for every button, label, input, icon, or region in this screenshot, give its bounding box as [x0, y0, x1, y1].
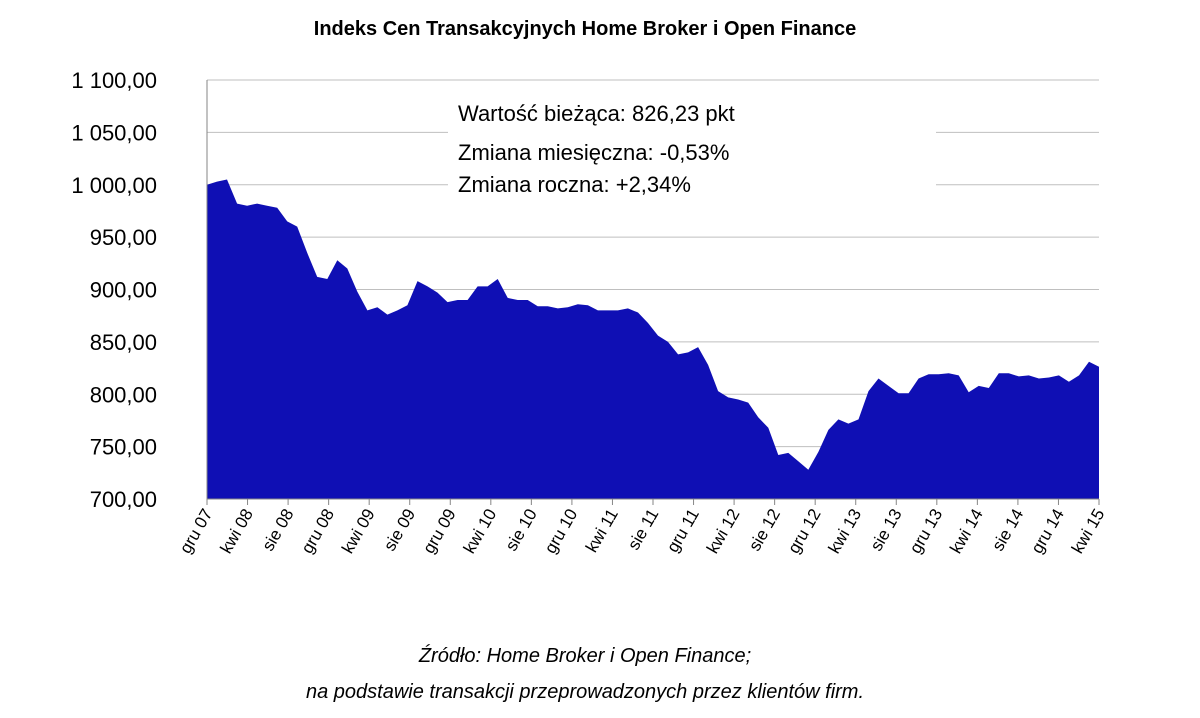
source-line-1: Źródło: Home Broker i Open Finance;: [418, 645, 752, 667]
area-chart: 700,00 750,00 800,00 850,00 900,00 950,00 1 00…: [71, 68, 1109, 557]
x-tick-label: sie 13: [867, 506, 906, 555]
source-note: Źródło: Home Broker i Open Finance; na p…: [0, 638, 1170, 710]
axes: [206, 80, 1100, 505]
x-tick-label: kwi 09: [338, 506, 379, 557]
y-tick-label: 950,00: [90, 225, 157, 250]
x-tick-label: kwi 13: [825, 506, 866, 557]
x-tick-label: gru 13: [906, 506, 947, 557]
y-tick-label: 1 000,00: [71, 173, 157, 198]
x-tick-label: sie 14: [988, 506, 1027, 555]
x-tick-label: gru 09: [419, 506, 460, 557]
x-tick-label: kwi 11: [582, 506, 622, 556]
y-tick-label: 850,00: [90, 330, 157, 355]
series-area: [207, 179, 1099, 499]
x-tick-label: gru 07: [176, 506, 217, 557]
y-tick-label: 1 100,00: [71, 68, 157, 93]
x-tick-label: kwi 12: [703, 506, 744, 557]
y-tick-label: 800,00: [90, 382, 157, 407]
y-axis-labels: 700,00 750,00 800,00 850,00 900,00 950,00 1 00…: [71, 68, 157, 512]
chart-title: Indeks Cen Transakcyjnych Home Broker i …: [313, 18, 857, 40]
x-tick-label: gru 10: [541, 506, 582, 557]
x-tick-label: sie 12: [745, 506, 784, 555]
annotation-background: [448, 96, 936, 200]
x-tick-label: sie 10: [502, 506, 541, 555]
x-tick-label: gru 11: [663, 506, 703, 556]
x-tick-label: gru 12: [784, 506, 825, 557]
x-tick-label: kwi 10: [460, 506, 501, 557]
source-line-2: na podstawie transakcji przeprowadzonych…: [305, 681, 865, 703]
annotation-monthly-change: Zmiana miesięczna: -0,53%: [458, 140, 729, 165]
x-axis-labels: gru 07 kwi 08 sie 08 gru 08 kwi 09 sie 09 gru …: [176, 506, 1109, 557]
x-tick-label: kwi 08: [216, 506, 257, 557]
y-tick-label: 700,00: [90, 487, 157, 512]
x-tick-label: gru 14: [1027, 506, 1068, 557]
x-tick-label: gru 08: [298, 506, 339, 557]
x-tick-label: kwi 15: [1068, 506, 1109, 557]
y-tick-label: 750,00: [90, 435, 157, 460]
x-tick-label: sie 11: [624, 506, 663, 554]
x-tick-label: kwi 14: [946, 506, 987, 557]
plot-area: [207, 179, 1099, 499]
annotation-yearly-change: Zmiana roczna: +2,34%: [458, 172, 691, 197]
y-tick-label: 900,00: [90, 278, 157, 303]
annotation-current-value: Wartość bieżąca: 826,23 pkt: [458, 101, 735, 126]
x-tick-label: sie 08: [258, 506, 297, 555]
x-tick-label: sie 09: [380, 506, 419, 555]
y-tick-label: 1 050,00: [71, 120, 157, 145]
annotation-box: Wartość bieżąca: 826,23 pkt Zmiana miesi…: [448, 96, 936, 200]
